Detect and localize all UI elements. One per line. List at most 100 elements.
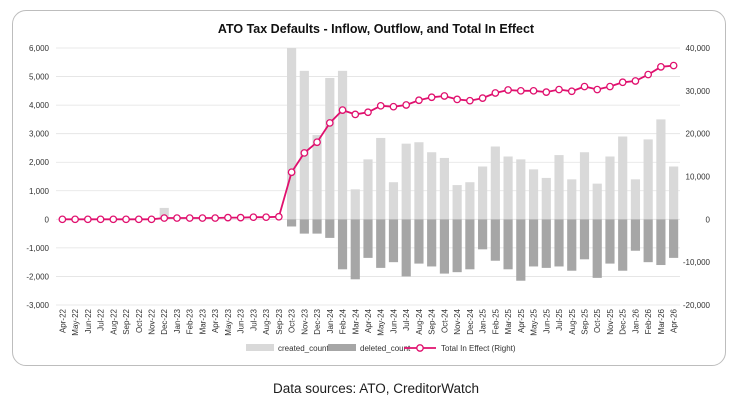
- created-count-bar: [376, 137, 386, 220]
- total-in-effect-point: [542, 88, 551, 96]
- total-in-effect-point: [478, 94, 487, 102]
- right-axis-tick-label: 0: [706, 215, 711, 224]
- total-in-effect-point: [440, 92, 449, 100]
- total-in-effect-point: [198, 214, 207, 222]
- x-axis-tick-label: Jan-26: [631, 308, 640, 333]
- created-count-bar: [579, 152, 590, 220]
- x-axis-tick-label: Nov-25: [606, 308, 615, 334]
- deleted-count-bar: [656, 219, 666, 266]
- deleted-count-bar: [350, 219, 360, 280]
- created-count-bar: [363, 159, 373, 220]
- total-in-effect-point: [58, 215, 67, 224]
- x-axis-tick-label: Jul-24: [402, 308, 411, 330]
- x-axis-tick-label: Oct-24: [440, 308, 449, 333]
- created-count-bar: [669, 166, 679, 220]
- created-count-bar: [312, 135, 322, 220]
- total-in-effect-point: [134, 215, 143, 224]
- total-line: [58, 61, 678, 224]
- deleted-count-bar: [312, 219, 322, 234]
- x-axis-tick-label: Apr-23: [211, 308, 220, 333]
- total-in-effect-point: [529, 86, 538, 95]
- total-in-effect-point: [606, 82, 614, 91]
- created-count-bar: [478, 166, 488, 220]
- right-axis-tick-label: -20,000: [683, 301, 711, 310]
- x-axis-tick-label: Apr-26: [670, 308, 679, 333]
- total-in-effect-point: [313, 138, 321, 147]
- x-axis-tick-label: Jul-25: [555, 308, 564, 330]
- deleted-count-bar: [490, 219, 500, 261]
- total-in-effect-point: [160, 214, 169, 222]
- x-axis-tick-label: Apr-25: [517, 308, 526, 333]
- deleted-count-bar: [516, 219, 526, 281]
- total-in-effect-point: [453, 95, 461, 104]
- total-in-effect-point: [427, 93, 436, 102]
- created-count-bar: [528, 169, 539, 220]
- left-axis-ticks: -3,000 -2,000 -1,000 0 1,000 2,000 3,000 4,000 5…: [26, 44, 49, 310]
- x-axis-tick-label: Feb-24: [339, 308, 348, 334]
- x-axis-tick-label: May-22: [71, 308, 80, 335]
- total-in-effect-point: [644, 70, 653, 79]
- x-axis-tick-label: May-24: [377, 308, 386, 335]
- deleted-count-bar: [554, 219, 564, 267]
- created-count-bar: [287, 48, 297, 220]
- x-axis-tick-label: Jan-25: [479, 308, 488, 333]
- created-count-bar: [618, 136, 628, 220]
- x-axis-tick-label: Sep-25: [580, 308, 589, 334]
- deleted-count-bar: [287, 219, 297, 227]
- legend-label-deleted: deleted_count: [360, 344, 411, 353]
- total-in-effect-point: [376, 101, 385, 110]
- total-in-effect-point: [631, 77, 640, 85]
- total-in-effect-point: [491, 89, 500, 97]
- x-axis-tick-label: Jun-23: [237, 308, 246, 333]
- deleted-count-bar: [452, 219, 462, 273]
- x-axis-tick-label: Oct-22: [135, 308, 144, 333]
- x-axis-tick-label: Aug-24: [415, 308, 424, 334]
- created-count-bar: [159, 207, 169, 220]
- x-axis-tick-label: Feb-23: [186, 308, 195, 334]
- total-in-effect-point: [669, 61, 678, 70]
- created-count-bar: [299, 70, 309, 220]
- total-in-effect-point: [325, 119, 334, 127]
- x-axis-tick-label: Dec-24: [466, 308, 475, 334]
- created-count-bar: [567, 179, 577, 220]
- created-count-bar: [656, 119, 666, 220]
- total-in-effect-point: [657, 62, 665, 71]
- total-in-effect-point: [516, 86, 525, 95]
- right-axis-tick-label: 10,000: [686, 173, 711, 182]
- deleted-count-bar: [465, 219, 475, 270]
- deleted-count-bar: [401, 219, 411, 277]
- legend-swatch-deleted: [328, 344, 356, 351]
- deleted-count-bar: [669, 219, 679, 258]
- data-source-note: Data sources: ATO, CreditorWatch: [272, 381, 480, 396]
- x-axis-tick-label: Feb-26: [644, 308, 653, 334]
- total-in-effect-point: [618, 78, 627, 87]
- x-axis-tick-label: Apr-24: [364, 308, 373, 333]
- deleted-count-bar: [427, 219, 437, 267]
- total-in-effect-point: [415, 96, 423, 105]
- total-in-effect-point: [275, 212, 283, 221]
- total-in-effect-point: [173, 214, 181, 222]
- total-in-effect-point: [83, 215, 92, 224]
- deleted-count-bar: [579, 219, 590, 260]
- created-count-bar: [401, 143, 411, 220]
- created-count-bar: [605, 156, 615, 220]
- deleted-count-bar: [439, 219, 449, 274]
- x-axis-tick-label: Feb-25: [491, 308, 500, 334]
- total-in-effect-point: [593, 85, 602, 94]
- created-count-bar: [452, 185, 462, 220]
- x-axis-tick-label: Apr-22: [58, 308, 67, 333]
- left-axis-tick-label: 5,000: [29, 73, 50, 82]
- left-axis-tick-label: 0: [45, 215, 50, 224]
- x-axis-tick-label: Aug-22: [109, 308, 118, 334]
- left-axis-tick-label: 3,000: [29, 130, 50, 139]
- total-in-effect-point: [211, 214, 220, 222]
- total-in-effect-point: [364, 108, 372, 117]
- deleted-count-bar: [592, 219, 602, 278]
- deleted-count-bar: [605, 219, 615, 264]
- total-in-effect-point: [185, 214, 194, 222]
- right-axis-tick-label: 20,000: [686, 130, 711, 139]
- total-in-effect-point: [504, 86, 512, 94]
- total-in-effect-point: [402, 101, 411, 109]
- created-count-bar: [516, 159, 526, 220]
- x-axis-tick-label: Mar-26: [657, 308, 666, 334]
